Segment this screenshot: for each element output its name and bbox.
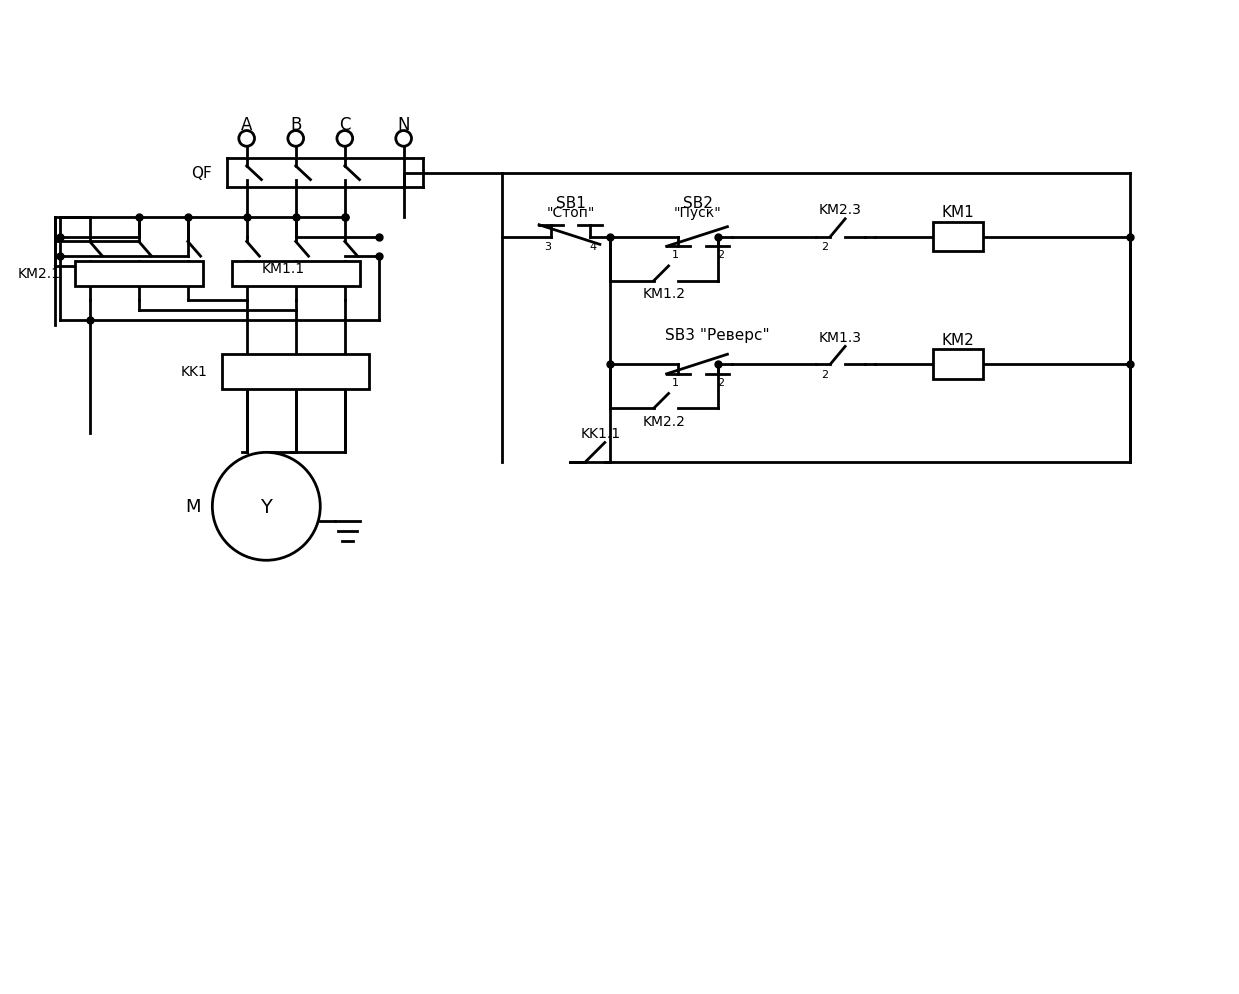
Text: KM1.1: KM1.1: [261, 262, 305, 276]
Text: KM1: KM1: [942, 206, 974, 221]
Text: N: N: [398, 115, 410, 133]
Bar: [76, 261, 202, 286]
Text: 2: 2: [820, 370, 828, 380]
Text: C: C: [339, 115, 351, 133]
Text: QF: QF: [192, 166, 212, 181]
Text: KK1.1: KK1.1: [580, 426, 621, 440]
Text: 2: 2: [717, 249, 724, 259]
Text: Y: Y: [260, 497, 273, 516]
Bar: [933, 350, 983, 380]
Text: 1: 1: [672, 249, 679, 259]
Text: 4: 4: [590, 243, 596, 252]
Text: KM2.2: KM2.2: [642, 414, 685, 428]
Text: 2: 2: [717, 378, 724, 388]
Text: KM1.2: KM1.2: [642, 287, 685, 301]
Circle shape: [337, 131, 353, 147]
Circle shape: [239, 131, 254, 147]
Text: SB1: SB1: [555, 196, 585, 211]
Bar: [232, 261, 359, 286]
Circle shape: [287, 131, 304, 147]
Text: KM2.3: KM2.3: [819, 203, 861, 217]
Text: SB2: SB2: [683, 196, 712, 211]
Text: M: M: [185, 498, 201, 516]
Text: "Пуск": "Пуск": [674, 206, 722, 220]
Bar: [933, 223, 983, 251]
Bar: [222, 355, 369, 390]
Text: 1: 1: [672, 378, 679, 388]
Text: KM2: KM2: [942, 333, 974, 348]
Text: 3: 3: [544, 243, 551, 252]
Text: KM2.1: KM2.1: [17, 267, 61, 281]
Text: SB3 "Реверс": SB3 "Реверс": [665, 328, 769, 343]
Text: "Стоп": "Стоп": [546, 206, 595, 220]
Text: KK1: KK1: [181, 365, 207, 379]
Circle shape: [395, 131, 411, 147]
Circle shape: [212, 453, 320, 561]
Text: B: B: [290, 115, 301, 133]
Text: A: A: [242, 115, 253, 133]
Text: 2: 2: [820, 243, 828, 252]
Text: KM1.3: KM1.3: [819, 330, 862, 344]
